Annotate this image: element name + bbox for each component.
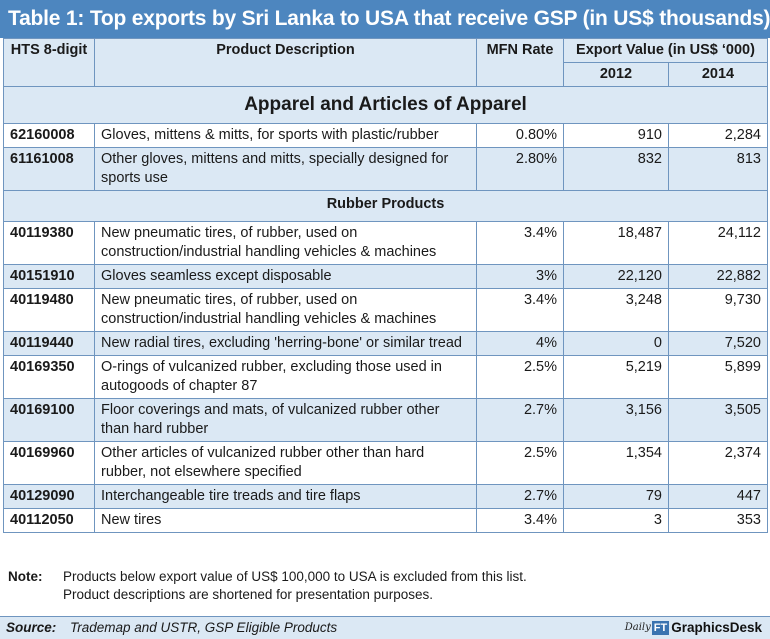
table-row: 62160008 Gloves, mittens & mitts, for spo… xyxy=(3,123,768,148)
header-mfn-rate: MFN Rate xyxy=(476,38,564,87)
value-2012-cell: 3,156 xyxy=(563,398,669,442)
graphicsdesk-logo: Daily FT GraphicsDesk xyxy=(625,617,762,639)
value-2012-cell: 79 xyxy=(563,484,669,509)
header-description: Product Description xyxy=(94,38,477,87)
mfn-rate-cell: 2.7% xyxy=(476,398,564,442)
mfn-rate-cell: 2.80% xyxy=(476,147,564,191)
hts-cell: 40119380 xyxy=(3,221,95,265)
table-row: 40119380 New pneumatic tires, of rubber, … xyxy=(3,221,768,265)
description-cell: O-rings of vulcanized rubber, excluding … xyxy=(94,355,477,399)
section-row: Rubber Products xyxy=(3,190,768,222)
hts-cell: 61161008 xyxy=(3,147,95,191)
description-cell: Other articles of vulcanized rubber othe… xyxy=(94,441,477,485)
description-cell: New pneumatic tires, of rubber, used on … xyxy=(94,221,477,265)
value-2014-cell: 3,505 xyxy=(668,398,768,442)
value-2012-cell: 3,248 xyxy=(563,288,669,332)
mfn-rate-cell: 3% xyxy=(476,264,564,289)
hts-cell: 40169100 xyxy=(3,398,95,442)
table-row: 40169100 Floor coverings and mats, of vul… xyxy=(3,398,768,442)
value-2012-cell: 910 xyxy=(563,123,669,148)
table-row: 61161008 Other gloves, mittens and mitts,… xyxy=(3,147,768,191)
hts-cell: 40169350 xyxy=(3,355,95,399)
header-year-2014: 2014 xyxy=(668,62,768,87)
hts-cell: 40119440 xyxy=(3,331,95,356)
hts-cell: 40129090 xyxy=(3,484,95,509)
mfn-rate-cell: 2.5% xyxy=(476,355,564,399)
table-body: Apparel and Articles of Apparel 62160008 G… xyxy=(3,86,768,533)
value-2014-cell: 2,284 xyxy=(668,123,768,148)
exports-table-container: HTS 8-digit Product Description MFN Rate… xyxy=(3,38,768,533)
note-lines: Products below export value of US$ 100,0… xyxy=(63,568,763,604)
header-year-2012: 2012 xyxy=(563,62,669,87)
table-row: 40112050 New tires 3.4% 3 353 xyxy=(3,508,768,533)
source-label: Source: xyxy=(6,620,57,635)
value-2014-cell: 24,112 xyxy=(668,221,768,265)
mfn-rate-cell: 2.5% xyxy=(476,441,564,485)
hts-cell: 40151910 xyxy=(3,264,95,289)
value-2012-cell: 18,487 xyxy=(563,221,669,265)
exports-table: HTS 8-digit Product Description MFN Rate… xyxy=(3,38,768,533)
table-row: 40119480 New pneumatic tires, of rubber, … xyxy=(3,288,768,332)
hts-cell: 40112050 xyxy=(3,508,95,533)
table-row: 40169960 Other articles of vulcanized rub… xyxy=(3,441,768,485)
section-title: Apparel and Articles of Apparel xyxy=(3,86,768,124)
source-bar: Source: Trademap and USTR, GSP Eligible … xyxy=(0,616,770,639)
hts-cell: 62160008 xyxy=(3,123,95,148)
mfn-rate-cell: 3.4% xyxy=(476,288,564,332)
hts-cell: 40169960 xyxy=(3,441,95,485)
value-2014-cell: 5,899 xyxy=(668,355,768,399)
table-row: 40169350 O-rings of vulcanized rubber, ex… xyxy=(3,355,768,399)
value-2014-cell: 9,730 xyxy=(668,288,768,332)
logo-daily: Daily xyxy=(624,622,651,633)
hts-cell: 40119480 xyxy=(3,288,95,332)
description-cell: New pneumatic tires, of rubber, used on … xyxy=(94,288,477,332)
value-2014-cell: 7,520 xyxy=(668,331,768,356)
value-2014-cell: 22,882 xyxy=(668,264,768,289)
section-title: Rubber Products xyxy=(3,190,768,222)
description-cell: Gloves, mittens & mitts, for sports with… xyxy=(94,123,477,148)
value-2014-cell: 353 xyxy=(668,508,768,533)
description-cell: Other gloves, mittens and mitts, special… xyxy=(94,147,477,191)
table-row: 40129090 Interchangeable tire treads and … xyxy=(3,484,768,509)
mfn-rate-cell: 0.80% xyxy=(476,123,564,148)
header-hts: HTS 8-digit xyxy=(3,38,95,87)
source-text: Trademap and USTR, GSP Eligible Products xyxy=(70,620,338,635)
note-line: Product descriptions are shortened for p… xyxy=(63,587,433,602)
value-2012-cell: 0 xyxy=(563,331,669,356)
value-2014-cell: 447 xyxy=(668,484,768,509)
logo-name: GraphicsDesk xyxy=(671,620,762,635)
note-line: Products below export value of US$ 100,0… xyxy=(63,569,527,584)
value-2012-cell: 1,354 xyxy=(563,441,669,485)
table-row: 40151910 Gloves seamless except disposabl… xyxy=(3,264,768,289)
mfn-rate-cell: 4% xyxy=(476,331,564,356)
value-2012-cell: 5,219 xyxy=(563,355,669,399)
mfn-rate-cell: 3.4% xyxy=(476,508,564,533)
table-row: 40119440 New radial tires, excluding 'her… xyxy=(3,331,768,356)
section-row: Apparel and Articles of Apparel xyxy=(3,86,768,124)
value-2014-cell: 2,374 xyxy=(668,441,768,485)
description-cell: New tires xyxy=(94,508,477,533)
note-label: Note: xyxy=(8,569,43,584)
table-title: Table 1: Top exports by Sri Lanka to USA… xyxy=(0,0,770,38)
description-cell: Gloves seamless except disposable xyxy=(94,264,477,289)
value-2012-cell: 22,120 xyxy=(563,264,669,289)
mfn-rate-cell: 2.7% xyxy=(476,484,564,509)
value-2012-cell: 832 xyxy=(563,147,669,191)
value-2014-cell: 813 xyxy=(668,147,768,191)
description-cell: Interchangeable tire treads and tire fla… xyxy=(94,484,477,509)
mfn-rate-cell: 3.4% xyxy=(476,221,564,265)
value-2012-cell: 3 xyxy=(563,508,669,533)
description-cell: New radial tires, excluding 'herring-bon… xyxy=(94,331,477,356)
header-export-value: Export Value (in US$ ‘000) xyxy=(563,38,768,63)
description-cell: Floor coverings and mats, of vulcanized … xyxy=(94,398,477,442)
logo-ft: FT xyxy=(651,621,670,635)
